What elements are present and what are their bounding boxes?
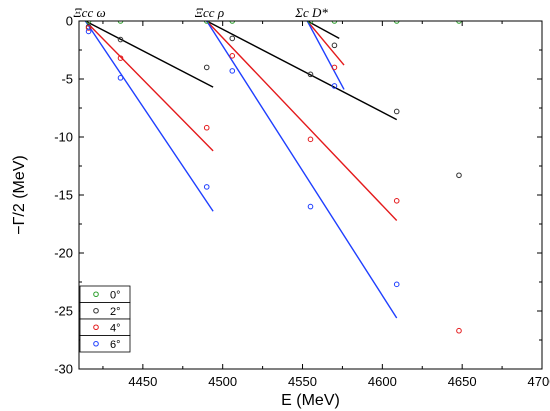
y-axis-label: −Γ/2 (MeV) [11, 155, 28, 235]
data-point [203, 184, 210, 190]
data-point [229, 68, 236, 74]
legend-label: 4° [110, 322, 121, 334]
legend-cell [79, 302, 131, 320]
data-point [307, 136, 314, 143]
legend-marker [93, 340, 99, 347]
x-axis-label: E (MeV) [281, 392, 340, 409]
y-tick-label: -10 [54, 130, 73, 145]
threshold-label: Ξcc ω [73, 5, 105, 20]
fit-line [84, 21, 214, 212]
y-tick-label: -25 [54, 304, 73, 319]
data-point [85, 28, 92, 35]
data-point [229, 53, 236, 59]
data-point [203, 64, 210, 71]
data-point [331, 64, 338, 71]
data-point [117, 36, 124, 43]
plot-frame [78, 20, 543, 370]
data-point [331, 42, 338, 49]
data-point [229, 35, 236, 42]
data-point [203, 124, 210, 131]
legend-label: 2° [110, 306, 121, 318]
legend-marker [93, 307, 99, 314]
x-tick-label: 4550 [288, 374, 317, 389]
legend-cell [79, 285, 131, 303]
data-point [117, 75, 124, 81]
legend-cell [79, 335, 131, 353]
fit-line [85, 21, 214, 88]
fit-line [306, 21, 340, 40]
y-tick-label: -30 [54, 362, 73, 377]
threshold-label: Σc D* [294, 5, 328, 20]
data-point [393, 198, 400, 204]
x-tick-label: 4500 [208, 374, 237, 389]
x-tick-label: 4450 [128, 374, 157, 389]
legend-label: 6° [110, 339, 121, 351]
fit-line [306, 21, 345, 90]
threshold-labels: Ξcc ω Ξcc ρ Σc D* [73, 5, 328, 20]
x-tick-label: 4650 [448, 374, 477, 389]
y-tick-label: 0 [66, 14, 73, 29]
fit-line [206, 21, 398, 222]
data-point [456, 172, 462, 179]
y-tick-label: -5 [61, 72, 73, 87]
data-point [456, 327, 462, 334]
legend: 0° 2° 4° 6° [79, 285, 131, 353]
legend-cell [79, 318, 131, 336]
y-tick-label: -15 [54, 188, 73, 203]
data-point [393, 108, 400, 115]
fit-line [306, 21, 345, 66]
fit-line [84, 21, 214, 152]
data-point [331, 83, 338, 89]
threshold-label: Ξcc ρ [195, 5, 224, 20]
fit-lines [84, 21, 398, 319]
y-tick-label: -20 [54, 246, 73, 261]
data-point [393, 281, 400, 288]
legend-marker [93, 291, 99, 298]
data-point [307, 203, 314, 210]
x-tick-label: 4600 [368, 374, 397, 389]
data-point [117, 55, 124, 61]
fit-line [206, 21, 398, 121]
data-point [85, 25, 92, 31]
data-point [307, 71, 314, 78]
legend-marker [93, 324, 99, 331]
fit-line [206, 21, 398, 319]
legend-label: 0° [110, 289, 121, 301]
data-points [85, 21, 462, 334]
